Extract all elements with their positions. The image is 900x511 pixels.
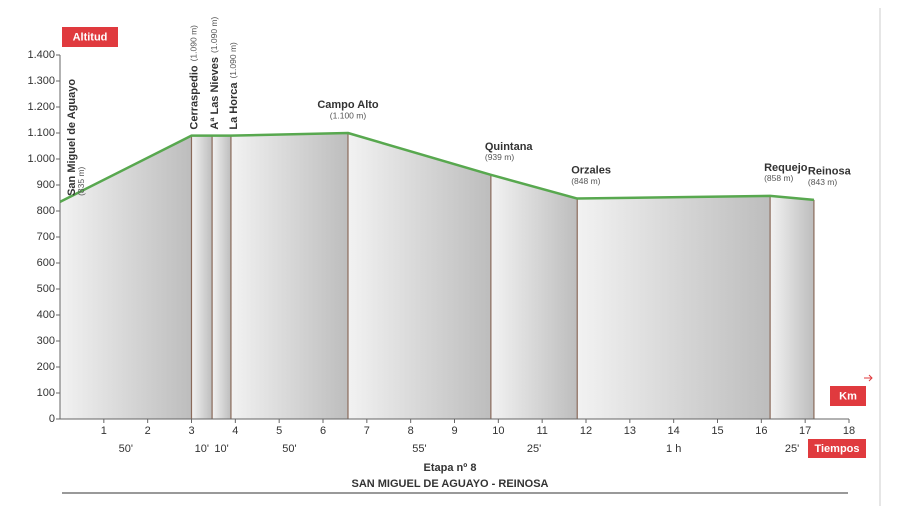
y-tick-label: 0 (49, 413, 55, 425)
profile-area (230, 133, 348, 419)
x-tick-label: 5 (276, 425, 282, 437)
point-name: Cerraspedio (188, 65, 200, 129)
point-elevation: (835 m) (76, 166, 86, 195)
x-tick-label: 12 (580, 425, 592, 437)
x-tick-label: 4 (232, 425, 238, 437)
point-name: Aª Las Nieves (209, 57, 221, 130)
point-elevation: (858 m) (764, 173, 793, 183)
point-name: Quintana (485, 141, 534, 153)
time-label: 25' (785, 443, 799, 455)
profile-area (490, 174, 578, 419)
y-tick-label: 800 (37, 205, 55, 217)
point-name: Orzales (571, 164, 611, 176)
point-name: San Miguel de Aguayo (66, 79, 78, 196)
y-tick-label: 1.300 (27, 75, 55, 87)
point-name: Campo Alto (317, 99, 379, 111)
point-elevation: (848 m) (571, 176, 600, 186)
profile-area (577, 195, 771, 419)
y-tick-label: 1.200 (27, 101, 55, 113)
axis-arrow (864, 374, 873, 382)
chart-subtitle: SAN MIGUEL DE AGUAYO - REINOSA (351, 478, 548, 490)
profile-area (212, 135, 231, 419)
x-tick-label: 11 (536, 425, 547, 437)
y-tick-label: 500 (37, 283, 55, 295)
y-label: Altitud (73, 31, 108, 43)
y-tick-label: 1.000 (27, 153, 55, 165)
x-tick-label: 15 (711, 425, 723, 437)
point-elevation: (1.100 m) (330, 110, 367, 120)
x-tick-label: 6 (320, 425, 326, 437)
time-label: 25' (527, 443, 541, 455)
point-elevation: (939 m) (485, 152, 514, 162)
x-tick-label: 13 (624, 425, 636, 437)
x-tick-label: 8 (408, 425, 414, 437)
point-elevation: (843 m) (808, 177, 837, 187)
time-label: 10' (214, 443, 228, 455)
y-label-box (62, 27, 118, 47)
y-tick-label: 1.400 (27, 49, 55, 61)
profile-area (60, 135, 192, 419)
point-label: La Horca (1.090 m) (228, 42, 240, 130)
x-tick-label: 3 (188, 425, 194, 437)
x-label: Km (839, 390, 857, 402)
x-tick-label: 18 (843, 425, 855, 437)
point-name: La Horca (228, 82, 240, 130)
y-tick-label: 100 (37, 387, 55, 399)
time-label: 10' (195, 443, 209, 455)
point-name: Requejo (764, 162, 808, 174)
profile-area (347, 133, 491, 419)
point-name: Reinosa (808, 166, 852, 178)
y-tick-label: 200 (37, 361, 55, 373)
x-tick-label: 10 (492, 425, 504, 437)
x-tick-label: 2 (145, 425, 151, 437)
y-tick-label: 600 (37, 257, 55, 269)
x-tick-label: 17 (799, 425, 811, 437)
profile-area (191, 135, 213, 419)
chart-title: Etapa nº 8 (424, 462, 477, 474)
time-label: 1 h (666, 443, 681, 455)
y-tick-label: 900 (37, 179, 55, 191)
y-tick-label: 700 (37, 231, 55, 243)
point-label: Aª Las Nieves (1.090 m) (209, 16, 221, 129)
time-label: 50' (282, 443, 296, 455)
time-label-box (808, 439, 866, 458)
x-tick-label: 1 (101, 425, 107, 437)
y-tick-label: 1.100 (27, 127, 55, 139)
point-label: Cerraspedio (1.090 m) (188, 25, 200, 130)
x-tick-label: 7 (364, 425, 370, 437)
y-tick-label: 300 (37, 335, 55, 347)
point-elevation: (1.090 m) (189, 25, 199, 62)
profile-line (59, 131, 815, 204)
y-tick-label: 400 (37, 309, 55, 321)
x-tick-label: 16 (755, 425, 767, 437)
x-tick-label: 14 (668, 425, 680, 437)
time-label: 55' (412, 443, 426, 455)
x-tick-label: 9 (451, 425, 457, 437)
point-label: San Miguel de Aguayo(835 m) (66, 79, 86, 196)
time-label: 50' (119, 443, 133, 455)
x-label-box (830, 386, 866, 406)
time-label: Tiempos (814, 443, 859, 455)
profile-area (770, 195, 814, 419)
point-elevation: (1.090 m) (209, 16, 219, 53)
point-elevation: (1.090 m) (228, 42, 238, 79)
